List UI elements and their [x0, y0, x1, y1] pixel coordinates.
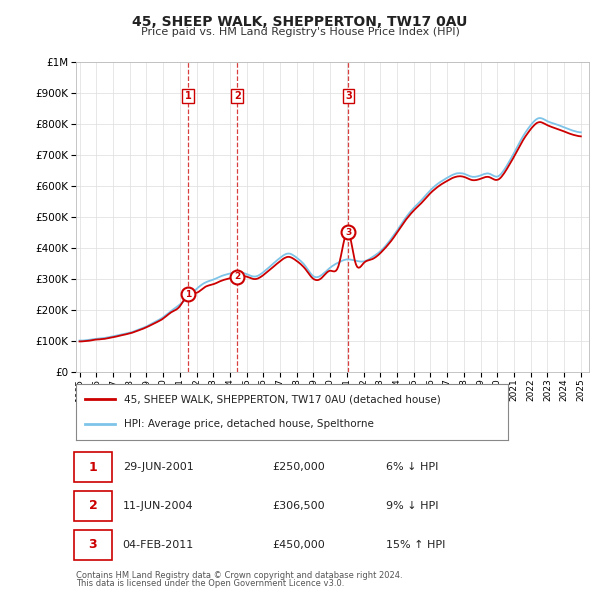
Text: 11-JUN-2004: 11-JUN-2004 — [122, 501, 193, 511]
Text: 3: 3 — [345, 228, 352, 237]
Text: Price paid vs. HM Land Registry's House Price Index (HPI): Price paid vs. HM Land Registry's House … — [140, 27, 460, 37]
Text: 15% ↑ HPI: 15% ↑ HPI — [386, 540, 445, 550]
Text: 1: 1 — [89, 461, 97, 474]
Text: 2: 2 — [234, 272, 241, 281]
Text: 1: 1 — [185, 91, 191, 101]
Text: £450,000: £450,000 — [272, 540, 325, 550]
Text: HPI: Average price, detached house, Spelthorne: HPI: Average price, detached house, Spel… — [124, 419, 374, 429]
Text: 2: 2 — [89, 499, 97, 513]
Text: 29-JUN-2001: 29-JUN-2001 — [122, 462, 193, 472]
Text: 04-FEB-2011: 04-FEB-2011 — [122, 540, 194, 550]
Text: 3: 3 — [89, 538, 97, 551]
Text: 2: 2 — [234, 91, 241, 101]
FancyBboxPatch shape — [74, 529, 112, 560]
Text: 3: 3 — [345, 91, 352, 101]
FancyBboxPatch shape — [74, 452, 112, 483]
Text: 6% ↓ HPI: 6% ↓ HPI — [386, 462, 438, 472]
Text: £250,000: £250,000 — [272, 462, 325, 472]
Text: £306,500: £306,500 — [272, 501, 325, 511]
Text: Contains HM Land Registry data © Crown copyright and database right 2024.: Contains HM Land Registry data © Crown c… — [76, 571, 403, 580]
Text: 1: 1 — [185, 290, 191, 299]
Text: 45, SHEEP WALK, SHEPPERTON, TW17 0AU (detached house): 45, SHEEP WALK, SHEPPERTON, TW17 0AU (de… — [124, 394, 440, 404]
Text: This data is licensed under the Open Government Licence v3.0.: This data is licensed under the Open Gov… — [76, 579, 344, 588]
Text: 9% ↓ HPI: 9% ↓ HPI — [386, 501, 438, 511]
Text: 45, SHEEP WALK, SHEPPERTON, TW17 0AU: 45, SHEEP WALK, SHEPPERTON, TW17 0AU — [133, 15, 467, 29]
FancyBboxPatch shape — [74, 491, 112, 521]
